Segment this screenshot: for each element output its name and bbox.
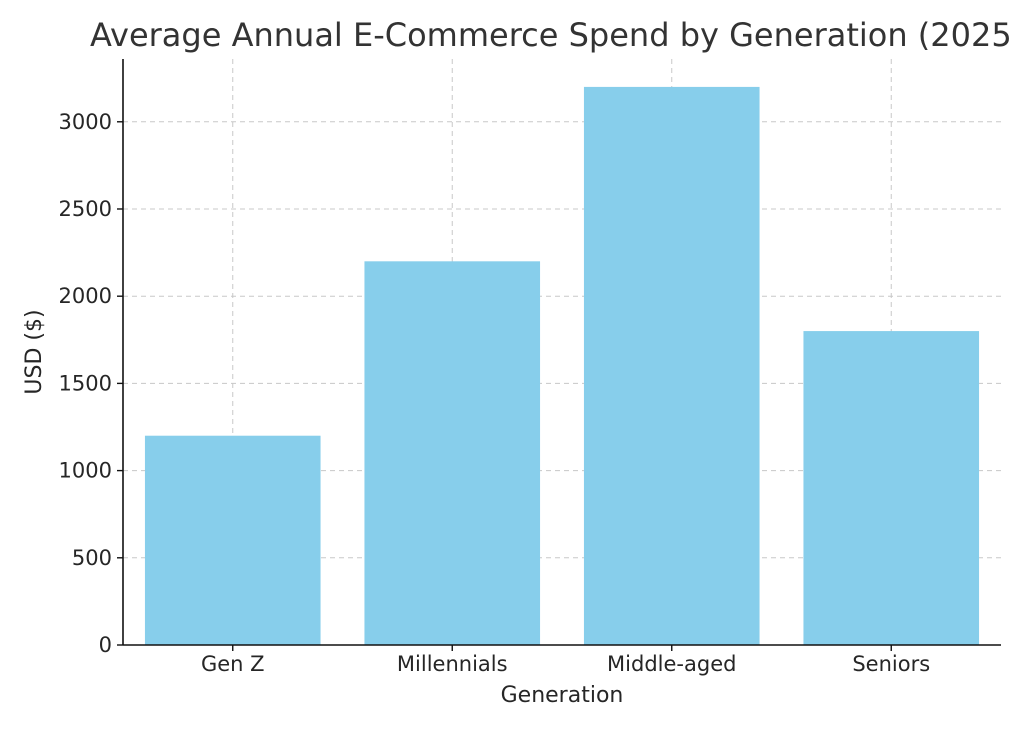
y-tick-label: 1000	[59, 459, 112, 483]
ticks: 0 500 1000 1500 2000 2500 3000 Gen Z Millennials…	[59, 110, 931, 676]
y-axis-label: USD ($)	[22, 309, 47, 394]
bar	[364, 261, 541, 645]
y-tick-label: 3000	[59, 110, 112, 134]
x-tick-label: Millennials	[397, 652, 508, 676]
x-tick-label: Gen Z	[201, 652, 265, 676]
y-tick-label: 1500	[59, 371, 112, 395]
bars	[144, 86, 980, 645]
bar	[144, 435, 321, 645]
x-axis-label: Generation	[501, 683, 624, 708]
y-tick-label: 2500	[59, 197, 112, 221]
axes	[122, 59, 1001, 646]
bar	[583, 86, 760, 645]
chart-title: Average Annual E-Commerce Spend by Gener…	[90, 16, 1012, 54]
bar	[803, 331, 980, 645]
y-tick-label: 0	[99, 633, 112, 657]
y-tick-label: 2000	[59, 284, 112, 308]
y-tick-label: 500	[72, 546, 112, 570]
x-tick-label: Middle-aged	[607, 652, 736, 676]
x-tick-label: Seniors	[852, 652, 930, 676]
